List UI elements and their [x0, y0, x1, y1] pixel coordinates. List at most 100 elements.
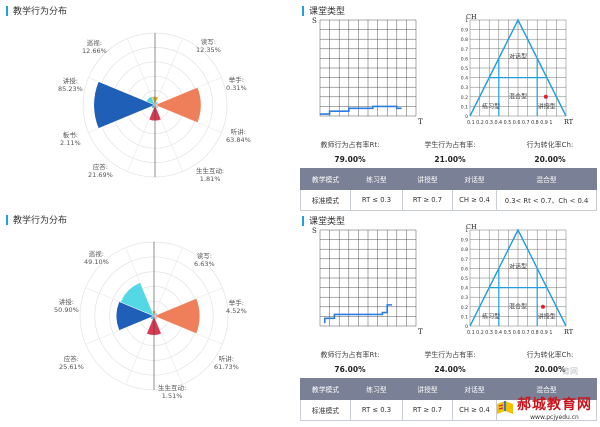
y-tick-label: 0.9 [461, 28, 468, 34]
label-jiangshou: 讲授: 85.23% [58, 77, 83, 93]
y-tick-label: 0.5 [461, 66, 468, 72]
mode-table-top: 教学模式 练习型 讲授型 对话型 混合型 标准模式 RT ≤ 0.3 RT ≥ 0.7 CH … [300, 168, 597, 211]
stat-teacher-rate: 教师行为占有率Rt: 79.00% [320, 141, 380, 164]
panel-title-text: 教学行为分布 [13, 7, 68, 17]
polar-slice-4 [153, 298, 201, 334]
y-tick-label: 0.6 [461, 56, 468, 62]
rtch-chart-top: CH RT 1 0.9 0.8 0.7 0.6 0.5 0.4 0.3 0.2 0.1 00.1 0.2… [461, 13, 574, 126]
zone-label: 练习型 [482, 312, 500, 320]
stat-student-rate: 学生行为占有率: 24.00% [424, 351, 476, 374]
title-accent-bar [302, 215, 304, 226]
y-tick-label: 1 [465, 228, 468, 234]
polar-chart-bottom [79, 241, 229, 391]
polar-slice-0 [93, 81, 156, 129]
polar-slice-0 [116, 301, 155, 331]
stat-student-rate: 学生行为占有率: 21.00% [424, 141, 476, 164]
y-tick-label: 0.4 [461, 76, 468, 82]
y-tick-label: 0.1 [461, 314, 468, 320]
label-jushou: 举手: 0.31% [226, 76, 247, 92]
polar-slice-7 [150, 104, 156, 110]
panel-title-bottom-right: 课堂类型 [302, 214, 345, 227]
y-tick-label: 0.1 [461, 104, 468, 110]
y-tick-label: 0.2 [461, 95, 468, 101]
polar-chart-top [82, 32, 228, 178]
zone-label: 混合型 [509, 93, 527, 101]
panel-title-text: 课堂类型 [309, 217, 346, 227]
panel-title-top-left: 教学行为分布 [6, 4, 67, 17]
stats-row-bottom: 教师行为占有率Rt: 76.00% 学生行为占有率: 24.00% 行为转化率Ch:… [300, 350, 600, 374]
polar-slice-4 [154, 87, 202, 123]
zone-label: 对话型 [509, 262, 527, 270]
watermark-name: 郝城教育网 [517, 397, 592, 413]
y-tick-label: 0.6 [461, 266, 468, 272]
watermark-faint: 育网 [562, 367, 578, 376]
st-chart-top: ST [312, 17, 423, 126]
label-xunshi: 巡视: 12.66% [82, 39, 107, 55]
polar-slice-7 [149, 315, 155, 321]
table-row: 标准模式 RT ≤ 0.3 RT ≥ 0.7 CH ≥ 0.4 [300, 399, 597, 421]
y-tick-label: 0 [465, 324, 468, 330]
zone-label: 混合型 [509, 303, 527, 311]
site-watermark: 郝城教育网 www.pcjyedu.cn [496, 394, 592, 421]
y-tick-label: 0.7 [461, 257, 468, 263]
ch-axis-label: CH [466, 223, 477, 231]
rt-axis-label: RT [564, 328, 574, 336]
label-xunshi: 巡视: 49.10% [84, 250, 109, 266]
label-jushou: 举手: 4.52% [226, 299, 247, 315]
triangle-outline [469, 228, 567, 327]
st-curve [320, 105, 402, 115]
x-tick-labels: 0.1 0.2 0.3 0.4 0.5 0.6 0.7 0.8 0.9 1 [467, 120, 552, 126]
label-hudong: 生生互动: 1.81% [196, 167, 225, 183]
rtch-chart-bottom: CH RT 1 0.9 0.8 0.7 0.6 0.5 0.4 0.3 0.2 0.1 00.1 0.2… [461, 223, 574, 336]
label-dudu: 读写: 6.63% [194, 252, 215, 268]
y-tick-label: 0.5 [461, 276, 468, 282]
y-tick-label: 0.7 [461, 47, 468, 53]
table-header-row: 教学模式 练习型 讲授型 对话型 混合型 [300, 378, 597, 400]
zone-label: 讲授型 [538, 312, 556, 320]
polar-slice-1 [120, 282, 155, 317]
t-axis-label: T [418, 328, 423, 336]
grid-spoke [154, 38, 183, 106]
label-yingda: 应答: 25.61% [59, 355, 84, 371]
table-header-row: 教学模式 练习型 讲授型 对话型 混合型 [300, 168, 597, 190]
y-tick-label: 0.4 [461, 286, 468, 292]
y-tick-label: 1 [465, 18, 468, 24]
y-tick-label: 0.2 [461, 305, 468, 311]
label-hudong: 生生互动: 1.51% [158, 384, 187, 400]
label-dudu: 读写: 12.35% [196, 38, 221, 54]
stat-teacher-rate: 教师行为占有率Rt: 76.00% [320, 351, 380, 374]
polar-slice-1 [146, 96, 156, 106]
s-axis-label: S [312, 17, 317, 25]
grid-spoke [127, 38, 156, 106]
t-axis-label: T [418, 118, 423, 126]
data-point [543, 94, 548, 99]
stat-conversion-rate: 行为转化率Ch: 20.00% [526, 351, 574, 374]
panel-title-text: 教学行为分布 [13, 216, 68, 226]
stats-row-top: 教师行为占有率Rt: 79.00% 学生行为占有率: 21.00% 行为转化率Ch:… [300, 140, 600, 164]
label-tingjiang: 听讲: 61.73% [214, 355, 239, 371]
mode-table-bottom: 教学模式 练习型 讲授型 对话型 混合型 标准模式 RT ≤ 0.3 RT ≥ 0.7 CH … [300, 378, 597, 421]
st-curve [324, 304, 392, 324]
y-tick-label: 0.3 [461, 295, 468, 301]
title-accent-bar [6, 5, 8, 16]
label-jiangshou: 讲授: 50.90% [54, 298, 79, 314]
grid-spoke [153, 247, 183, 317]
y-tick-label: 0.8 [461, 37, 468, 43]
st-chart-bottom: ST [312, 227, 423, 336]
label-tingjiang: 听讲: 63.84% [226, 128, 251, 144]
triangle-outline [469, 18, 567, 117]
x-tick-labels: 0.1 0.2 0.3 0.4 0.5 0.6 0.7 0.8 0.9 1 [467, 330, 552, 336]
data-point [540, 304, 545, 309]
table-row: 标准模式 RT ≤ 0.3 RT ≥ 0.7 CH ≥ 0.4 0.3< Rt < 0.… [300, 189, 597, 211]
label-yingda: 应答: 21.69% [88, 163, 113, 179]
rt-axis-label: RT [564, 118, 574, 126]
panel-title-top-right: 课堂类型 [302, 4, 345, 17]
zone-label: 练习型 [482, 102, 500, 110]
label-banshu: 板书: 2.11% [60, 131, 81, 147]
panel-title-text: 课堂类型 [309, 7, 346, 17]
panel-title-bottom-left: 教学行为分布 [6, 213, 67, 226]
title-accent-bar [302, 5, 304, 16]
title-accent-bar [6, 214, 8, 225]
y-tick-label: 0.9 [461, 238, 468, 244]
book-logo-icon [497, 400, 513, 414]
